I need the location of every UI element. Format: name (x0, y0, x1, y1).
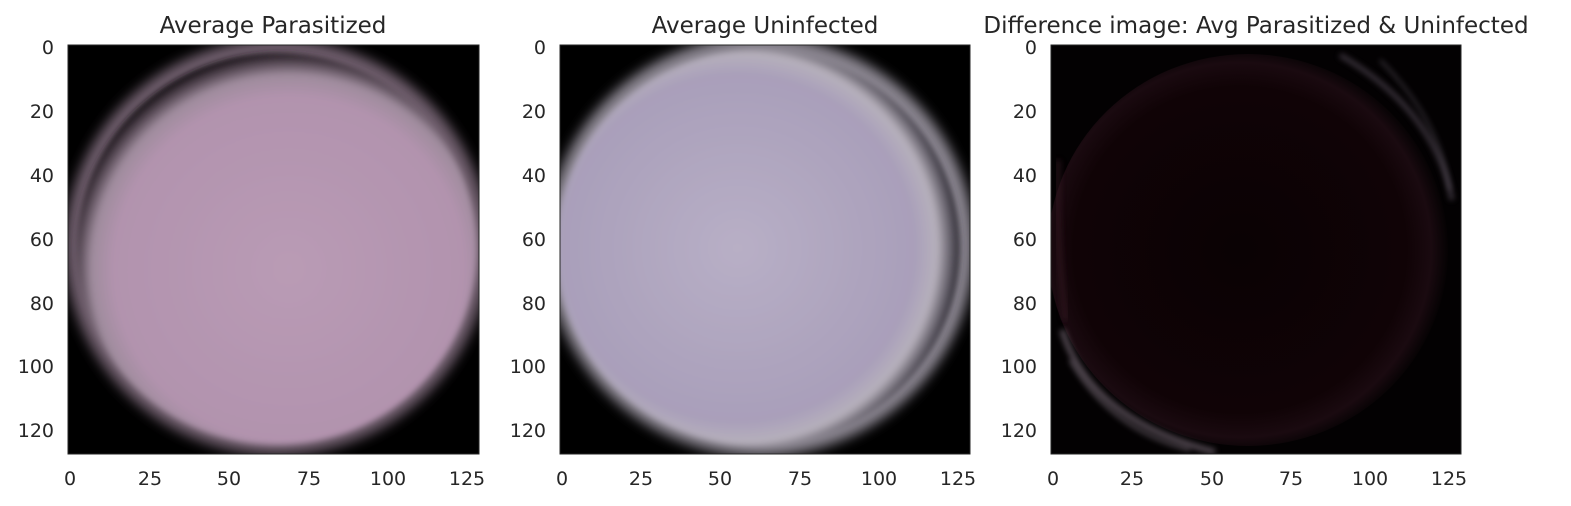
x-tick-label: 25 (1120, 468, 1144, 490)
x-tick-label: 100 (1352, 468, 1388, 490)
y-tick-label: 120 (510, 420, 546, 442)
panel-title-difference: Difference image: Avg Parasitized & Unin… (983, 13, 1528, 39)
x-tick-label: 0 (64, 468, 76, 490)
y-tick-label: 20 (1013, 101, 1037, 123)
y-tick-label: 60 (1013, 229, 1037, 251)
y-tick-label: 120 (1001, 420, 1037, 442)
y-tick-label: 100 (510, 356, 546, 378)
y-tick-label: 120 (18, 420, 54, 442)
image-uninfected (559, 44, 971, 455)
x-ticks-parasitized: 0 25 50 75 100 125 (64, 468, 485, 490)
panel-title-parasitized: Average Parasitized (160, 13, 387, 39)
x-tick-label: 100 (370, 468, 406, 490)
y-tick-label: 40 (522, 165, 546, 187)
x-tick-label: 75 (297, 468, 321, 490)
image-parasitized (67, 44, 480, 455)
panel-title-uninfected: Average Uninfected (652, 13, 879, 39)
x-ticks-difference: 0 25 50 75 100 125 (1047, 468, 1467, 490)
y-tick-label: 0 (42, 37, 54, 59)
y-tick-label: 80 (522, 293, 546, 315)
x-tick-label: 25 (138, 468, 162, 490)
x-tick-label: 75 (788, 468, 812, 490)
y-ticks-uninfected: 0 20 40 60 80 100 120 (510, 37, 546, 442)
y-tick-label: 60 (522, 229, 546, 251)
x-tick-label: 50 (1200, 468, 1224, 490)
y-tick-label: 20 (522, 101, 546, 123)
y-tick-label: 0 (1025, 37, 1037, 59)
y-tick-label: 40 (1013, 165, 1037, 187)
x-tick-label: 0 (556, 468, 568, 490)
x-tick-label: 125 (1431, 468, 1467, 490)
x-ticks-uninfected: 0 25 50 75 100 125 (556, 468, 976, 490)
x-tick-label: 50 (217, 468, 241, 490)
y-tick-label: 100 (18, 356, 54, 378)
y-tick-label: 40 (30, 165, 54, 187)
x-tick-label: 125 (449, 468, 485, 490)
y-tick-label: 100 (1001, 356, 1037, 378)
image-difference (1050, 44, 1462, 455)
x-tick-label: 75 (1279, 468, 1303, 490)
x-tick-label: 0 (1047, 468, 1059, 490)
x-tick-label: 100 (861, 468, 897, 490)
y-tick-label: 0 (534, 37, 546, 59)
y-tick-label: 80 (30, 293, 54, 315)
y-tick-label: 20 (30, 101, 54, 123)
y-tick-label: 60 (30, 229, 54, 251)
x-tick-label: 25 (629, 468, 653, 490)
y-tick-label: 80 (1013, 293, 1037, 315)
x-tick-label: 50 (708, 468, 732, 490)
y-ticks-parasitized: 0 20 40 60 80 100 120 (18, 37, 54, 442)
x-tick-label: 125 (940, 468, 976, 490)
y-ticks-difference: 0 20 40 60 80 100 120 (1001, 37, 1037, 442)
